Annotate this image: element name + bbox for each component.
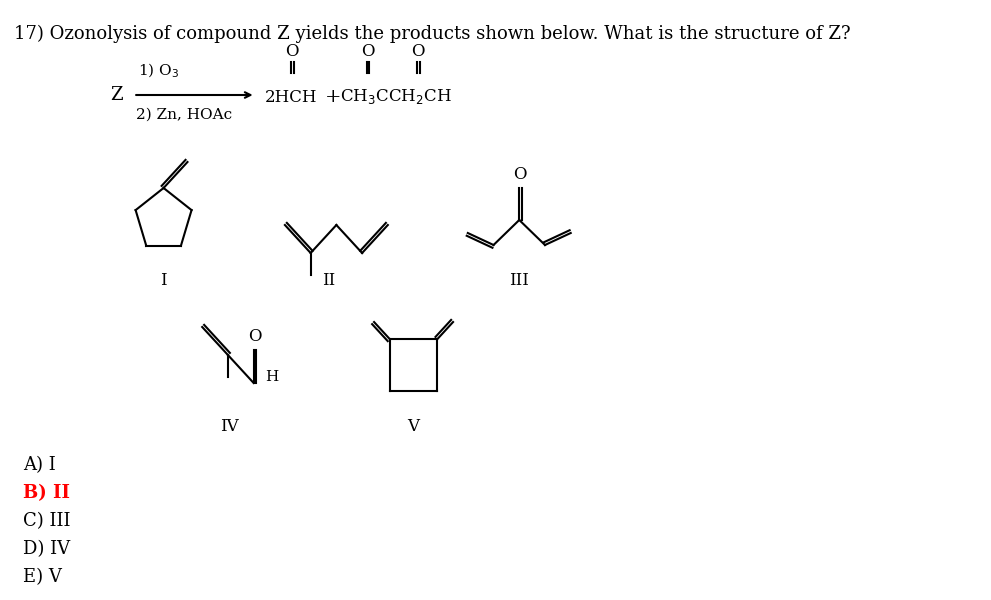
Text: E) V: E) V — [23, 568, 61, 586]
Text: V: V — [407, 418, 419, 435]
Text: II: II — [322, 272, 336, 289]
Text: O: O — [285, 43, 299, 60]
Text: H: H — [266, 370, 278, 384]
Text: 1) O$_3$: 1) O$_3$ — [138, 62, 179, 80]
Text: O: O — [513, 166, 527, 183]
Text: B) II: B) II — [23, 484, 70, 502]
Text: +: + — [324, 88, 341, 106]
Text: O: O — [248, 328, 262, 345]
Text: A) I: A) I — [23, 456, 55, 474]
Text: O: O — [411, 43, 425, 60]
Text: D) IV: D) IV — [23, 540, 70, 558]
Text: 2HCH: 2HCH — [265, 88, 317, 106]
Text: Z: Z — [110, 86, 123, 104]
Text: CH$_3$CCH$_2$CH: CH$_3$CCH$_2$CH — [340, 88, 452, 107]
Text: 17) Ozonolysis of compound Z yields the products shown below. What is the struct: 17) Ozonolysis of compound Z yields the … — [14, 25, 850, 43]
Text: O: O — [361, 43, 375, 60]
Text: IV: IV — [220, 418, 239, 435]
Text: I: I — [161, 272, 166, 289]
Text: C) III: C) III — [23, 512, 70, 530]
Text: 2) Zn, HOAc: 2) Zn, HOAc — [136, 108, 232, 122]
Text: III: III — [509, 272, 529, 289]
